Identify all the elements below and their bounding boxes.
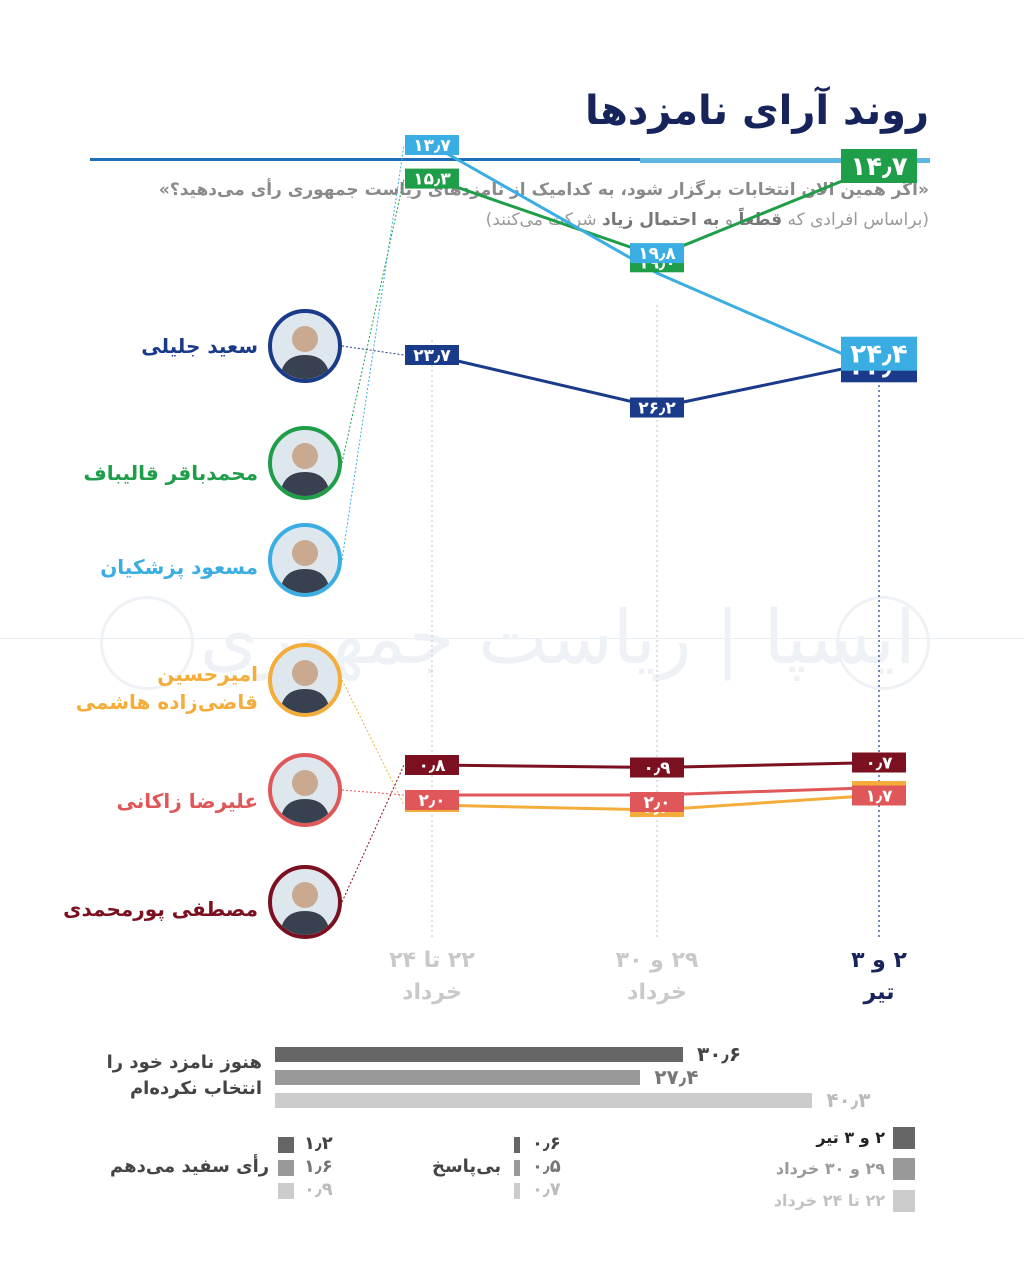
watermark-ornament-right: [836, 596, 930, 690]
data-label-box: [405, 790, 459, 810]
data-label: ۲۴٫۴: [850, 340, 907, 370]
legend-swatch: [893, 1127, 915, 1149]
candidate-connector: [341, 679, 405, 806]
undecided-bar: [275, 1093, 813, 1108]
legend-label: ۲۹ و ۳۰ خرداد: [775, 1159, 885, 1178]
no-answer-value: ۰٫۵: [532, 1156, 561, 1177]
no-answer-value: ۰٫۶: [532, 1133, 561, 1154]
data-label: ۲٫۰: [643, 793, 670, 813]
no-answer-value: ۰٫۷: [532, 1179, 561, 1200]
line-chart: ۲۳٫۷۲۶٫۲۲۴٫۰۱۵٫۳۱۹٫۰۱۴٫۷۱۳٫۷۱۹٫۸۲۴٫۴۲٫۴۲…: [341, 135, 917, 940]
candidate-name: علیرضا زاکانی: [116, 789, 258, 813]
data-label-box: [852, 752, 906, 773]
blank-value: ۰٫۹: [304, 1179, 333, 1200]
candidate-name: مصطفی پورمحمدی: [63, 897, 258, 921]
no-answer-swatch: [514, 1160, 520, 1176]
candidate-name: امیرحسین قاضی‌زاده هاشمی: [75, 662, 258, 714]
candidate-connector: [341, 789, 405, 796]
data-label-box: [405, 345, 459, 365]
page-title: روند آرای نامزدها: [585, 88, 929, 134]
candidate-avatar: [268, 523, 342, 597]
data-label: ۱۵٫۳: [413, 170, 451, 190]
watermark-line: [0, 638, 1024, 639]
blank-swatch: [278, 1160, 294, 1176]
data-label: ۰٫۷: [865, 754, 893, 774]
no-answer-swatch: [514, 1137, 520, 1153]
x-tick-label: ۲ و ۳ تیر: [851, 948, 907, 1005]
data-label: ۱۹٫۸: [638, 244, 676, 264]
undecided-value: ۴۰٫۳: [826, 1088, 871, 1112]
data-label-box: [630, 243, 684, 264]
series-line: [431, 143, 880, 372]
candidate-name: سعید جلیلی: [141, 334, 258, 358]
x-tick-label: ۲۹ و ۳۰ خرداد: [615, 948, 699, 1005]
undecided-value: ۳۰٫۶: [697, 1042, 742, 1066]
data-label-box: [405, 755, 459, 775]
undecided-value: ۲۷٫۴: [654, 1065, 699, 1089]
data-label-box: [630, 757, 684, 778]
legend-label: ۲۲ تا ۲۴ خرداد: [773, 1191, 885, 1210]
candidate-avatar: [268, 426, 342, 500]
data-label-box: [405, 168, 459, 189]
candidate-connector: [341, 764, 405, 903]
blank-value: ۱٫۲: [304, 1133, 333, 1154]
blank-value: ۱٫۶: [304, 1156, 333, 1177]
candidate-avatar: [268, 753, 342, 827]
candidate-connector: [341, 178, 405, 464]
blank-swatch: [278, 1183, 294, 1199]
undecided-bar: [275, 1047, 683, 1062]
candidate-name: مسعود پزشکیان: [100, 555, 258, 579]
candidate-avatar: [268, 643, 342, 717]
legend-swatch: [893, 1158, 915, 1180]
data-label-box: [841, 336, 917, 371]
data-label-box: [630, 397, 684, 418]
undecided-bar: [275, 1070, 641, 1085]
legend-label: ۲ و ۳ تیر: [816, 1128, 885, 1147]
data-label: ۲۶٫۲: [638, 399, 676, 419]
no-answer-swatch: [514, 1183, 520, 1199]
blank-swatch: [278, 1137, 294, 1153]
data-label: ۰٫۸: [418, 756, 446, 776]
candidate-connector: [341, 144, 405, 561]
data-label: ۱٫۷: [865, 787, 893, 807]
undecided-label: هنوز نامزد خود را انتخاب نکرده‌ام: [106, 1052, 262, 1099]
data-label: ۱۳٫۷: [413, 136, 451, 156]
title-rule-light: [640, 158, 930, 163]
candidate-avatar: [268, 309, 342, 383]
legend-swatch: [893, 1190, 915, 1212]
data-label-box: [405, 135, 459, 155]
data-label-box: [630, 792, 684, 812]
blank-vote-label: رأی سفید می‌دهم: [110, 1156, 270, 1177]
data-label-box: [841, 149, 917, 183]
survey-question: «اگر همین الان انتخابات برگزار شود، به ک…: [158, 180, 929, 200]
data-label: ۰٫۹: [643, 759, 671, 779]
series-line: [431, 164, 880, 258]
watermark-ornament-left: [100, 596, 194, 690]
x-tick-label: ۲۲ تا ۲۴ خرداد: [389, 948, 475, 1005]
data-label: ۲۳٫۷: [413, 346, 451, 366]
data-label: ۱۴٫۷: [850, 152, 907, 182]
candidate-connector: [341, 345, 405, 356]
data-label: ۲٫۰: [418, 791, 445, 811]
candidate-name: محمدباقر قالیباف: [83, 461, 258, 485]
data-label-box: [852, 785, 906, 806]
candidate-avatar: [268, 865, 342, 939]
title-rule-dark: [90, 158, 640, 161]
no-answer-label: بی‌پاسخ: [432, 1156, 502, 1177]
